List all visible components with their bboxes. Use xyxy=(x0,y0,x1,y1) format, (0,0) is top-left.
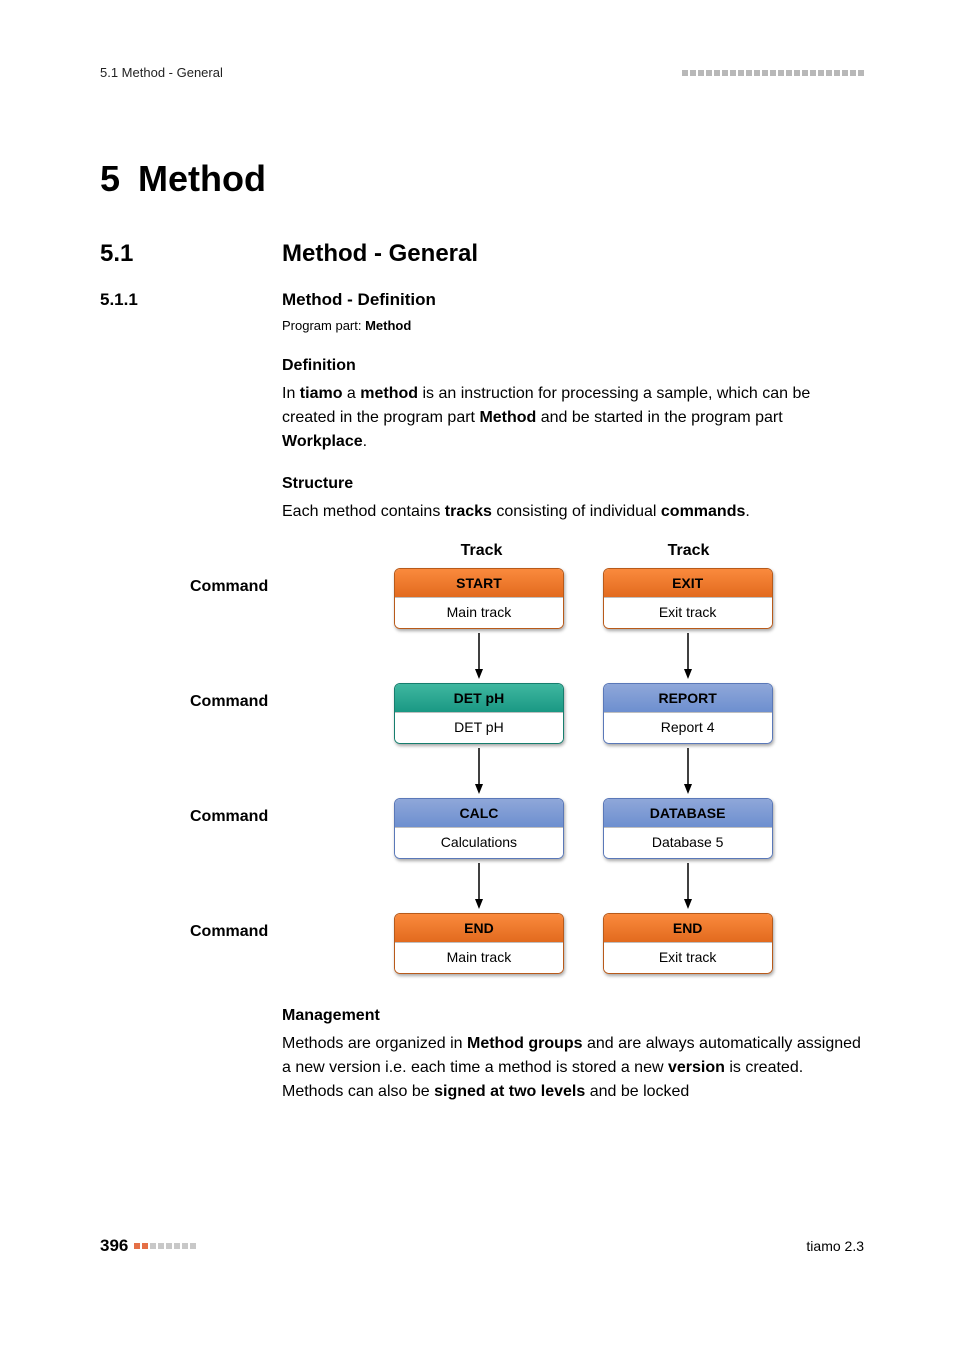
text-run: In xyxy=(282,385,300,402)
text-bold: Workplace xyxy=(282,433,363,450)
footer-decor xyxy=(134,1243,196,1249)
text-bold: version xyxy=(668,1059,725,1076)
section-heading: 5.1 Method - General xyxy=(100,240,864,268)
track-b-cell: ENDExit track xyxy=(593,913,782,974)
text-run: consisting of individual xyxy=(492,503,661,520)
command-body: DET pH xyxy=(395,712,563,743)
track-a-cell: DET pHDET pH xyxy=(385,683,574,744)
diagram-row: CommandENDMain trackENDExit track xyxy=(190,913,802,974)
command-head: DATABASE xyxy=(604,799,772,827)
program-part-line: Program part: Method xyxy=(282,316,864,336)
subsection-number: 5.1.1 xyxy=(100,290,282,310)
text-bold: tracks xyxy=(445,503,492,520)
subsection-title: Method - Definition xyxy=(282,290,436,310)
command-head: CALC xyxy=(395,799,563,827)
command-box: CALCCalculations xyxy=(394,798,564,859)
command-body: Main track xyxy=(395,942,563,973)
definition-paragraph: In tiamo a method is an instruction for … xyxy=(282,382,864,454)
command-box: ENDExit track xyxy=(603,913,773,974)
command-head: DET pH xyxy=(395,684,563,712)
diagram-arrow-row xyxy=(190,629,802,683)
program-part-value: Method xyxy=(365,318,411,333)
command-box: ENDMain track xyxy=(394,913,564,974)
command-head: START xyxy=(395,569,563,597)
management-heading: Management xyxy=(282,1004,864,1028)
track-b-cell: DATABASEDatabase 5 xyxy=(593,798,782,859)
command-box: EXITExit track xyxy=(603,568,773,629)
definition-heading: Definition xyxy=(282,354,864,378)
command-body: Report 4 xyxy=(604,712,772,743)
section-number: 5.1 xyxy=(100,240,282,268)
command-row-label: Command xyxy=(190,913,385,941)
text-run: and be locked xyxy=(585,1083,689,1100)
command-body: Exit track xyxy=(604,597,772,628)
command-head: REPORT xyxy=(604,684,772,712)
management-paragraph: Methods are organized in Method groups a… xyxy=(282,1032,864,1104)
arrow-down-icon xyxy=(683,748,693,794)
running-header: 5.1 Method - General xyxy=(100,65,864,80)
command-body: Database 5 xyxy=(604,827,772,858)
text-bold: commands xyxy=(661,503,745,520)
track-a-cell: ENDMain track xyxy=(385,913,574,974)
diagram-arrow-row xyxy=(190,744,802,798)
text-bold: Method groups xyxy=(467,1035,583,1052)
page-footer: 396 tiamo 2.3 xyxy=(100,1236,864,1256)
command-body: Exit track xyxy=(604,942,772,973)
text-bold: Method xyxy=(479,409,536,426)
command-row-label: Command xyxy=(190,683,385,711)
arrow-down-icon xyxy=(474,863,484,909)
subsection-heading: 5.1.1 Method - Definition xyxy=(100,290,864,310)
command-body: Main track xyxy=(395,597,563,628)
diagram-arrow-row xyxy=(190,859,802,913)
text-run: a xyxy=(342,385,360,402)
structure-heading: Structure xyxy=(282,472,864,496)
page-number: 396 xyxy=(100,1236,128,1256)
structure-paragraph: Each method contains tracks consisting o… xyxy=(282,500,864,524)
text-run: . xyxy=(363,433,367,450)
chapter-number: 5 xyxy=(100,158,120,199)
header-section-label: 5.1 Method - General xyxy=(100,65,223,80)
command-box: REPORTReport 4 xyxy=(603,683,773,744)
footer-product: tiamo 2.3 xyxy=(806,1238,864,1254)
command-head: END xyxy=(395,914,563,942)
command-row-label: Command xyxy=(190,568,385,596)
method-structure-diagram: Track Track CommandSTARTMain trackEXITEx… xyxy=(190,542,802,974)
chapter-title: 5 Method xyxy=(100,158,864,200)
text-bold: signed at two levels xyxy=(434,1083,585,1100)
arrow-down-icon xyxy=(474,633,484,679)
command-row-label: Command xyxy=(190,798,385,826)
command-head: END xyxy=(604,914,772,942)
arrow-down-icon xyxy=(683,863,693,909)
command-box: DATABASEDatabase 5 xyxy=(603,798,773,859)
diagram-row: Command STARTMain track EXITExit track xyxy=(190,568,802,629)
text-bold: method xyxy=(360,385,418,402)
command-box: STARTMain track xyxy=(394,568,564,629)
track-a-cell: CALCCalculations xyxy=(385,798,574,859)
section-title: Method - General xyxy=(282,240,478,268)
text-run: . xyxy=(745,503,749,520)
diagram-row: Command CALCCalculations DATABASEDatabase … xyxy=(190,798,802,859)
header-decor xyxy=(682,70,864,76)
chapter-name: Method xyxy=(138,158,266,199)
diagram-row: Command DET pHDET pH REPORTReport 4 xyxy=(190,683,802,744)
text-run: Methods are organized in xyxy=(282,1035,467,1052)
text-run: and be started in the program part xyxy=(536,409,782,426)
track-header-b: Track xyxy=(595,542,782,560)
track-b-cell: REPORTReport 4 xyxy=(593,683,782,744)
program-part-label: Program part: xyxy=(282,318,365,333)
arrow-down-icon xyxy=(474,748,484,794)
command-head: EXIT xyxy=(604,569,772,597)
track-b-cell: EXITExit track xyxy=(593,568,782,629)
command-box: DET pHDET pH xyxy=(394,683,564,744)
track-header-a: Track xyxy=(388,542,575,560)
arrow-down-icon xyxy=(683,633,693,679)
text-run: Each method contains xyxy=(282,503,445,520)
command-body: Calculations xyxy=(395,827,563,858)
text-bold: tiamo xyxy=(300,385,343,402)
track-a-cell: STARTMain track xyxy=(385,568,574,629)
